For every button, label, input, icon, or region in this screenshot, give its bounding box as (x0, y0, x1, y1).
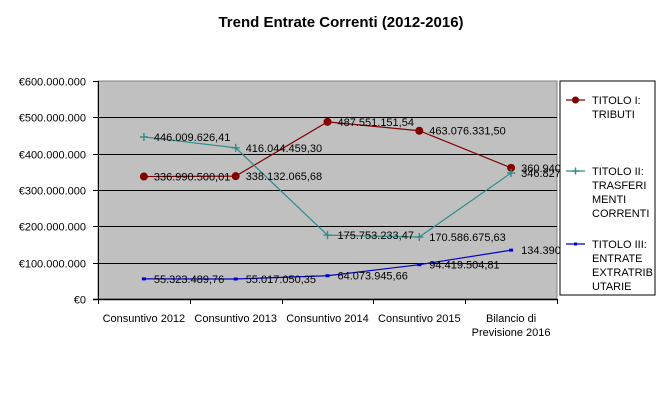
square-marker (233, 277, 238, 281)
circle-marker (415, 126, 424, 135)
legend-label: TRASFERI (592, 180, 646, 192)
data-label: 64.073.945,66 (338, 271, 408, 283)
x-axis: Consuntivo 2012 Consuntivo 2013 Consuntivo… (93, 298, 558, 339)
data-labels: 336.990.500,01 338.132.065,68 487.551.151,… (154, 117, 561, 286)
legend-label: TITOLO II: (592, 166, 644, 178)
legend-label: TRIBUTI (592, 109, 635, 121)
x-tick-label: Previsione 2016 (472, 327, 551, 339)
chart-title: Trend Entrate Correnti (2012-2016) (218, 14, 463, 31)
data-label: 94.419.504,81 (429, 260, 499, 272)
x-tick-label: Consuntivo 2014 (286, 313, 369, 325)
gridlines (98, 117, 557, 264)
legend-label: TITOLO I: (592, 95, 641, 107)
data-label: 336.990.500,01 (154, 172, 230, 184)
circle-marker (323, 117, 332, 126)
square-marker (417, 263, 422, 267)
legend-marker (574, 242, 577, 246)
data-label: 55.017.050,35 (246, 274, 316, 286)
y-axis: €0 €100.000.000 €200.000.000 €300.000.000 €4… (19, 77, 99, 307)
data-label: 360.940 (521, 163, 561, 175)
data-label: 446.009.626,41 (154, 132, 230, 144)
x-tick-label: Consuntivo 2015 (378, 313, 461, 325)
y-tick-label: €200.000.000 (19, 222, 86, 234)
square-marker (509, 248, 514, 252)
circle-marker (507, 163, 516, 172)
x-tick-label: Consuntivo 2012 (103, 313, 186, 325)
y-tick-label: €300.000.000 (19, 186, 86, 198)
legend-box (559, 80, 656, 296)
legend-label: MENTI (592, 194, 626, 206)
y-tick-label: €100.000.000 (19, 259, 86, 271)
square-marker (325, 274, 330, 278)
y-tick-label: €600.000.000 (19, 77, 86, 89)
square-marker (141, 277, 146, 281)
y-tick-label: €400.000.000 (19, 150, 86, 162)
x-tick-label: Consuntivo 2013 (194, 313, 277, 325)
data-label: 346.827 (521, 168, 561, 180)
legend-label: TITOLO III: (592, 239, 647, 251)
y-tick-label: €500.000.000 (19, 113, 86, 125)
data-label: 416.044.459,30 (246, 143, 322, 155)
legend-label: EXTRATRIB (592, 267, 653, 279)
data-label: 170.586.675,63 (429, 232, 505, 244)
data-label: 487.551.151,54 (338, 117, 414, 129)
data-label: 134.390 (521, 245, 561, 257)
data-label: 338.132.065,68 (246, 171, 322, 183)
legend-label: CORRENTI (592, 208, 649, 220)
legend-marker (572, 96, 579, 104)
data-label: 55.323.489,76 (154, 274, 224, 286)
data-label: 175.753.233,47 (338, 230, 414, 242)
x-tick-label: Bilancio di (486, 313, 536, 325)
y-tick-label: €0 (74, 295, 86, 307)
legend-label: ENTRATE (592, 253, 643, 265)
circle-marker (231, 172, 240, 181)
legend: TITOLO I: TRIBUTI TITOLO II: TRASFERI MENTI C… (559, 80, 656, 296)
circle-marker (139, 172, 148, 181)
data-label: 463.076.331,50 (429, 126, 505, 138)
legend-label: UTARIE (592, 281, 632, 293)
series-layer (139, 117, 516, 281)
